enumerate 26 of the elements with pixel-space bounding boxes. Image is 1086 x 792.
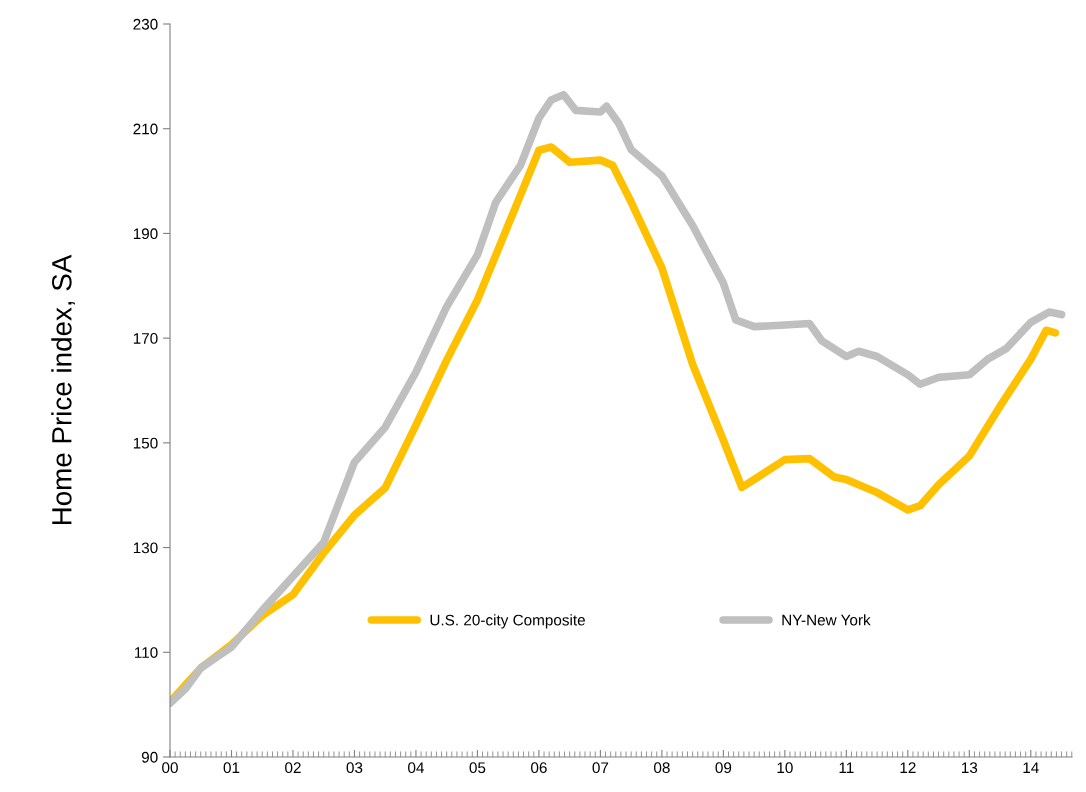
x-tick-label: 03 [346,762,363,774]
y-tick-label: 190 [133,228,158,240]
x-tick-label: 07 [592,762,609,774]
legend-label: U.S. 20-city Composite [430,614,585,629]
x-tick-label: 06 [531,762,547,774]
x-tick-label: 11 [839,762,854,773]
x-tick-label: 09 [715,762,732,774]
y-tick-label: 90 [141,751,158,763]
x-tick-label: 13 [961,762,978,774]
x-tick-label: 04 [408,762,424,774]
x-tick-label: 01 [223,762,240,774]
y-tick-label: 230 [133,18,158,30]
x-tick-label: 02 [285,762,301,774]
legend-label: NY-New York [782,614,871,626]
y-tick-label: 170 [133,333,158,344]
y-axis-title: Home Price index, SA [51,254,75,525]
x-tick-label: 12 [900,762,916,773]
y-tick-label: 130 [133,542,158,554]
x-tick-label: 14 [1023,762,1039,773]
y-tick-label: 110 [135,647,158,658]
x-tick-label: 00 [162,762,178,774]
y-tick-label: 210 [133,123,158,135]
x-tick-label: 05 [469,762,486,774]
x-tick-label: 08 [653,762,670,774]
y-tick-label: 150 [133,437,158,449]
x-tick-label: 10 [777,762,793,774]
